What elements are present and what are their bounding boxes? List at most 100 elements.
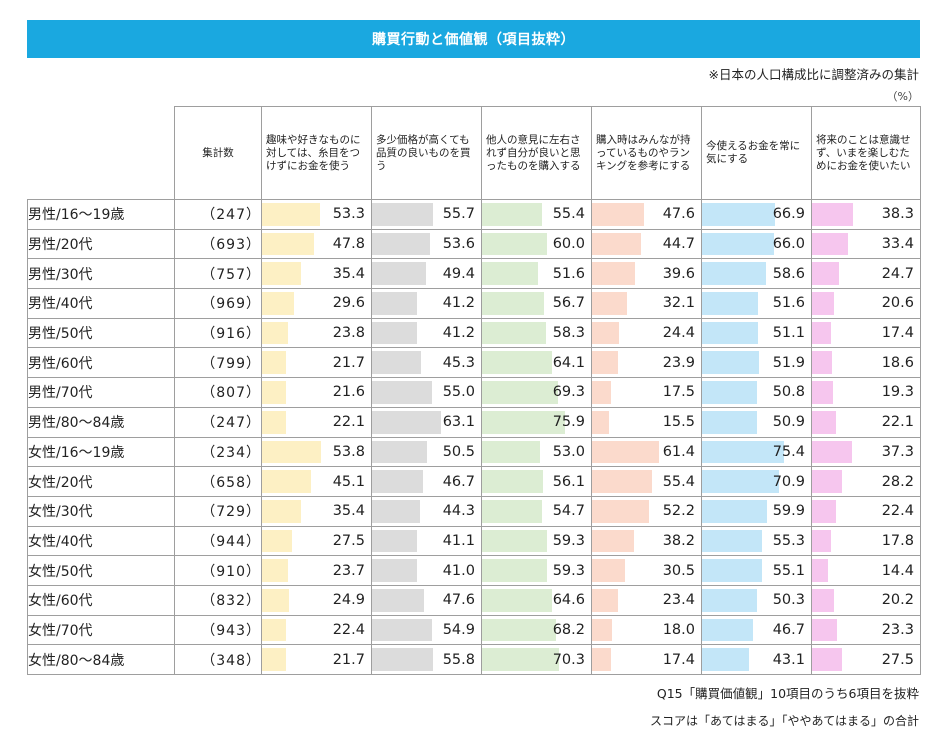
value-bar: [262, 559, 288, 582]
row-count: （910）: [174, 555, 262, 586]
row-count: （799）: [174, 347, 262, 379]
value-bar: [372, 381, 432, 404]
value-bar: [702, 618, 753, 642]
value-label: 49.4: [442, 265, 475, 282]
adjustment-note: ※日本の人口構成比に調整済みの集計: [708, 67, 919, 82]
value-cell: 50.9: [701, 406, 812, 438]
value-label: 70.9: [772, 473, 805, 490]
value-cell: 70.9: [701, 466, 812, 497]
value-cell: 29.6: [261, 288, 372, 319]
value-cell: 55.3: [701, 525, 812, 557]
value-label: 32.1: [662, 295, 695, 312]
value-label: 47.6: [662, 206, 695, 223]
value-cell: 60.0: [481, 228, 592, 260]
value-bar: [262, 262, 301, 286]
value-bar: [592, 351, 619, 375]
value-bar: [812, 470, 843, 493]
row-label: 男性/16～19歳: [27, 199, 175, 230]
row-count: （247）: [174, 406, 262, 438]
table-row: 女性/50代 （910） 23.7 41.0 59.3 30.5 55.1 14.4: [27, 555, 921, 586]
value-label: 51.6: [552, 265, 585, 282]
value-label: 17.8: [881, 532, 914, 549]
value-cell: 24.9: [261, 584, 372, 616]
value-cell: 45.3: [371, 347, 482, 379]
value-bar: [372, 351, 422, 375]
value-cell: 17.8: [811, 525, 921, 557]
value-label: 55.0: [442, 384, 475, 401]
value-cell: 51.6: [701, 288, 812, 319]
value-label: 21.6: [332, 384, 365, 401]
value-cell: 47.8: [261, 228, 372, 260]
value-label: 22.1: [332, 414, 365, 431]
table-row: 女性/60代 （832） 24.9 47.6 64.6 23.4 50.3 20.2: [27, 584, 921, 616]
value-cell: 59.9: [701, 495, 812, 527]
value-bar: [812, 292, 835, 315]
column-header: 多少価格が高くても品質の良いものを買う: [371, 106, 482, 200]
value-label: 61.4: [662, 443, 695, 460]
row-label: 男性/70代: [27, 377, 175, 408]
value-bar: [592, 292, 627, 315]
value-bar: [372, 232, 431, 256]
value-bar: [702, 440, 785, 464]
value-cell: 28.2: [811, 466, 921, 497]
value-label: 55.1: [772, 562, 805, 579]
value-bar: [482, 232, 548, 256]
value-bar: [702, 262, 766, 286]
value-label: 55.4: [552, 206, 585, 223]
value-cell: 63.1: [371, 406, 482, 438]
value-label: 14.4: [881, 562, 914, 579]
value-label: 22.4: [881, 503, 914, 520]
value-cell: 56.1: [481, 466, 592, 497]
value-bar: [812, 410, 836, 434]
row-label: 男性/60代: [27, 347, 175, 379]
value-cell: 47.6: [591, 199, 702, 230]
value-bar: [592, 588, 618, 612]
value-label: 53.3: [332, 206, 365, 223]
value-cell: 17.4: [591, 644, 702, 675]
value-label: 70.3: [552, 651, 585, 668]
value-label: 64.6: [552, 592, 585, 609]
value-cell: 23.7: [261, 555, 372, 586]
value-bar: [372, 618, 432, 642]
value-cell: 22.1: [811, 406, 921, 438]
table-row: 男性/30代 （757） 35.4 49.4 51.6 39.6 58.6 24.7: [27, 258, 921, 290]
value-bar: [592, 440, 659, 464]
value-label: 37.3: [881, 443, 914, 460]
value-cell: 55.0: [371, 377, 482, 408]
value-bar: [812, 262, 839, 286]
value-label: 24.9: [332, 592, 365, 609]
value-bar: [702, 232, 774, 256]
value-label: 29.6: [332, 295, 365, 312]
value-cell: 41.2: [371, 288, 482, 319]
value-bar: [592, 648, 611, 671]
value-bar: [372, 203, 433, 226]
value-bar: [812, 529, 832, 553]
value-label: 22.4: [332, 621, 365, 638]
value-bar: [702, 410, 758, 434]
value-label: 51.1: [772, 325, 805, 342]
value-cell: 35.4: [261, 258, 372, 290]
value-label: 27.5: [332, 532, 365, 549]
row-label: 男性/30代: [27, 258, 175, 290]
value-label: 60.0: [552, 236, 585, 253]
value-bar: [482, 381, 558, 404]
value-label: 54.9: [442, 621, 475, 638]
value-label: 41.2: [442, 325, 475, 342]
value-bar: [592, 203, 644, 226]
value-bar: [592, 559, 626, 582]
row-label: 女性/40代: [27, 525, 175, 557]
value-label: 19.3: [881, 384, 914, 401]
value-bar: [702, 381, 758, 404]
table-row: 男性/40代 （969） 29.6 41.2 56.7 32.1 51.6 20.6: [27, 288, 921, 319]
value-cell: 44.7: [591, 228, 702, 260]
value-label: 41.0: [442, 562, 475, 579]
value-cell: 54.9: [371, 614, 482, 646]
value-cell: 35.4: [261, 495, 372, 527]
row-count: （916）: [174, 317, 262, 349]
value-label: 68.2: [552, 621, 585, 638]
value-label: 39.6: [662, 265, 695, 282]
value-label: 54.7: [552, 503, 585, 520]
row-count: （943）: [174, 614, 262, 646]
value-cell: 46.7: [371, 466, 482, 497]
value-cell: 55.7: [371, 199, 482, 230]
